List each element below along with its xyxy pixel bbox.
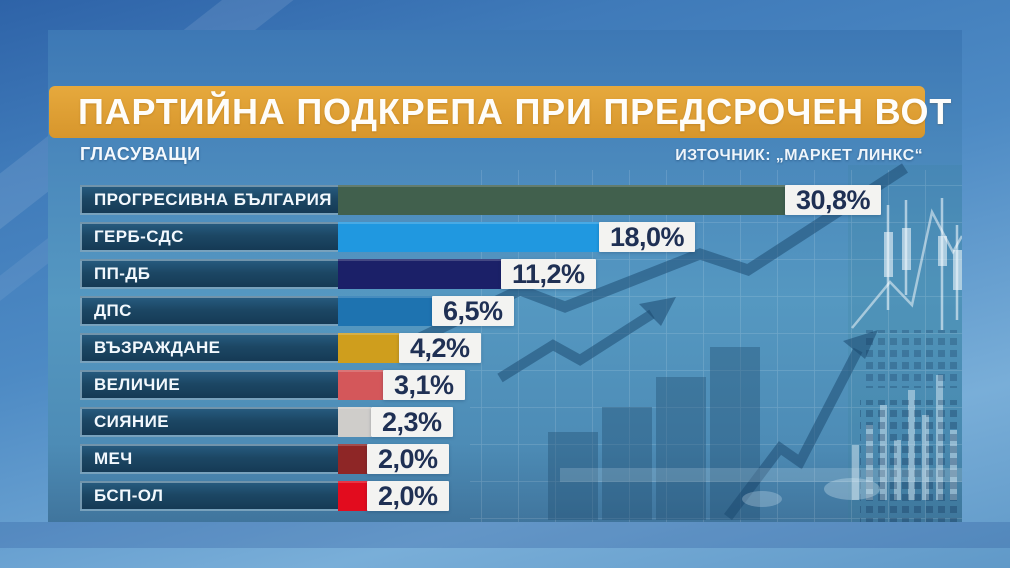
value-label: 6,5% (443, 295, 503, 326)
chart-row: ГЕРБ-СДС 18,0% (80, 222, 881, 252)
party-label: ДПС (94, 301, 132, 320)
chart-row: ДПС 6,5% (80, 296, 881, 326)
value-label: 4,2% (410, 332, 470, 363)
value-box: 2,3% (371, 407, 453, 437)
subtitle-row: ГЛАСУВАЩИ ИЗТОЧНИК: „МАРКЕТ ЛИНКС“ (80, 144, 923, 165)
value-label: 2,3% (382, 406, 442, 437)
value-label: 2,0% (378, 443, 438, 474)
source-label: ИЗТОЧНИК: „МАРКЕТ ЛИНКС“ (675, 147, 923, 164)
bar (338, 370, 383, 400)
chart-row: ВЪЗРАЖДАНЕ 4,2% (80, 333, 881, 363)
lower-third-shadow (0, 522, 1010, 548)
bar (338, 407, 371, 437)
value-box: 6,5% (432, 296, 514, 326)
party-label: ПП-ДБ (94, 264, 151, 283)
party-label: МЕЧ (94, 449, 133, 468)
bar (338, 481, 367, 511)
value-box: 4,2% (399, 333, 481, 363)
value-label: 2,0% (378, 480, 438, 511)
party-label-box: ДПС (80, 296, 338, 326)
value-label: 11,2% (512, 258, 585, 289)
bar (338, 185, 785, 215)
value-box: 2,0% (367, 444, 449, 474)
audience-label: ГЛАСУВАЩИ (80, 144, 201, 164)
value-label: 30,8% (796, 184, 871, 215)
value-box: 18,0% (599, 221, 696, 252)
party-label-box: ПРОГРЕСИВНА БЪЛГАРИЯ (80, 185, 338, 215)
bar (338, 222, 599, 252)
chart-row: ВЕЛИЧИЕ 3,1% (80, 370, 881, 400)
party-label-box: СИЯНИЕ (80, 407, 338, 437)
party-label-box: БСП-ОЛ (80, 481, 338, 511)
party-label: ГЕРБ-СДС (94, 227, 184, 246)
chart-row: МЕЧ 2,0% (80, 444, 881, 474)
party-label: СИЯНИЕ (94, 412, 169, 431)
value-box: 3,1% (383, 370, 465, 400)
value-box: 2,0% (367, 481, 449, 511)
bar (338, 333, 399, 363)
chart-row: БСП-ОЛ 2,0% (80, 481, 881, 511)
value-label: 3,1% (394, 369, 454, 400)
bar (338, 296, 432, 326)
party-label-box: ПП-ДБ (80, 259, 338, 289)
bar (338, 259, 501, 289)
value-label: 18,0% (610, 221, 685, 252)
chart-row: СИЯНИЕ 2,3% (80, 407, 881, 437)
chart-row: ПП-ДБ 11,2% (80, 259, 881, 289)
party-label: ВЕЛИЧИЕ (94, 375, 181, 394)
bar (338, 444, 367, 474)
party-label-box: МЕЧ (80, 444, 338, 474)
page-title: ПАРТИЙНА ПОДКРЕПА ПРИ ПРЕДСРОЧЕН ВОТ (78, 91, 953, 132)
chart-row: ПРОГРЕСИВНА БЪЛГАРИЯ 30,8% (80, 184, 882, 215)
bar-rows: ПРОГРЕСИВНА БЪЛГАРИЯ 30,8% ГЕРБ-СДС 18,0… (80, 184, 882, 518)
value-box: 11,2% (501, 259, 596, 289)
title-banner: ПАРТИЙНА ПОДКРЕПА ПРИ ПРЕДСРОЧЕН ВОТ (49, 86, 951, 138)
value-box: 30,8% (785, 184, 882, 215)
party-label-box: ВЕЛИЧИЕ (80, 370, 338, 400)
party-label: ВЪЗРАЖДАНЕ (94, 338, 221, 357)
party-label-box: ВЪЗРАЖДАНЕ (80, 333, 338, 363)
party-label: ПРОГРЕСИВНА БЪЛГАРИЯ (94, 190, 332, 209)
party-label-box: ГЕРБ-СДС (80, 222, 338, 252)
party-label: БСП-ОЛ (94, 486, 164, 505)
